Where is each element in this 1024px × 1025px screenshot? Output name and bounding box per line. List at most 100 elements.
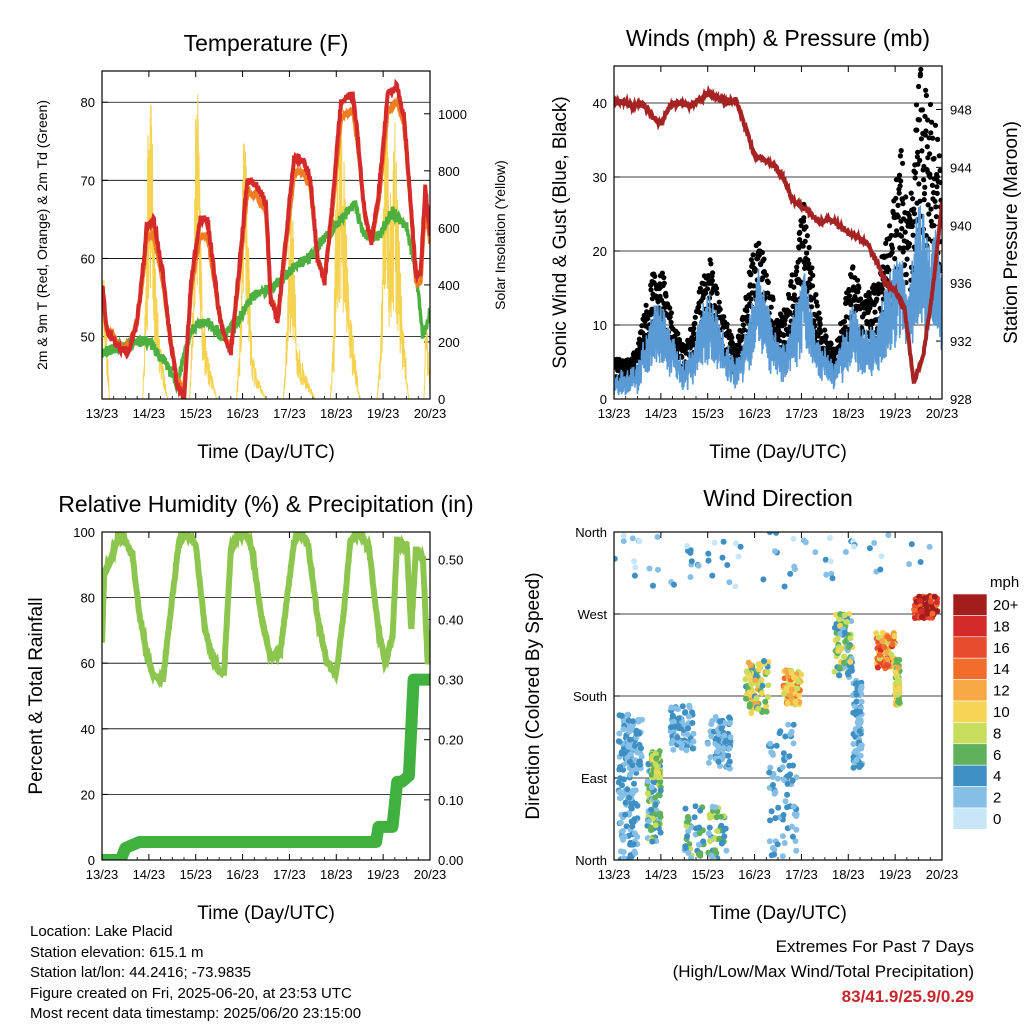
humidity-x-tick-label: 17/23 xyxy=(273,867,306,882)
gust-point xyxy=(806,261,812,267)
direction-point xyxy=(847,658,854,665)
gust-point xyxy=(807,276,813,282)
direction-point xyxy=(772,815,779,822)
direction-point xyxy=(853,680,860,687)
gust-point xyxy=(763,272,769,278)
winds-y2-tick-label: 940 xyxy=(950,218,972,233)
direction-point xyxy=(885,532,892,538)
direction-point xyxy=(618,749,625,756)
gust-point xyxy=(853,307,859,313)
direction-point xyxy=(678,741,685,748)
direction-point xyxy=(726,745,733,752)
gust-point xyxy=(714,290,720,296)
gust-point xyxy=(892,256,898,262)
direction-point xyxy=(671,581,677,588)
direction-point xyxy=(685,850,692,856)
direction-point xyxy=(724,562,731,568)
gust-point xyxy=(921,191,928,197)
direction-point xyxy=(624,711,631,718)
extremes-subtitle: (High/Low/Max Wind/Total Precipitation) xyxy=(672,962,974,981)
direction-point xyxy=(766,532,773,536)
direction-point xyxy=(774,775,781,782)
gust-point xyxy=(927,101,934,108)
direction-point xyxy=(723,847,730,854)
direction-point xyxy=(706,824,713,831)
direction-point xyxy=(651,811,658,818)
gust-point xyxy=(926,211,932,217)
gust-point xyxy=(748,257,755,263)
direction-point xyxy=(715,758,722,765)
humidity-y2-tick-label: 0.30 xyxy=(438,673,463,688)
legend-swatch xyxy=(952,786,988,809)
legend-label: 0 xyxy=(993,811,1001,828)
direction-point xyxy=(620,538,627,545)
station-info: Location: Lake Placid Station elevation:… xyxy=(30,922,361,1025)
direction-point xyxy=(743,695,749,702)
winds-y2-tick-label: 936 xyxy=(950,276,972,291)
direction-point xyxy=(648,806,655,813)
winds-y2-axis-label: Station Pressure (Maroon) xyxy=(1001,121,1022,344)
legend-label: 8 xyxy=(993,725,1001,742)
temperature-plot-area xyxy=(102,78,430,399)
direction-point xyxy=(841,629,848,636)
gust-point xyxy=(713,285,720,291)
direction-point xyxy=(748,710,755,717)
winds-x-tick-label: 18/23 xyxy=(832,406,865,421)
direction-point xyxy=(688,855,694,860)
temperature-x-tick-label: 16/23 xyxy=(226,406,259,421)
gust-point xyxy=(867,305,873,311)
direction-point xyxy=(785,721,792,728)
direction-point xyxy=(769,774,776,780)
direction-point xyxy=(714,828,721,835)
direction-point xyxy=(631,558,637,565)
legend-label: 12 xyxy=(993,683,1010,700)
direction-point xyxy=(614,555,618,562)
gust-point xyxy=(791,292,798,298)
direction-point xyxy=(851,703,858,710)
recent-text: Most recent data timestamp: 2025/06/20 2… xyxy=(30,1005,362,1023)
winds-x-tick-label: 17/23 xyxy=(785,406,818,421)
direction-point xyxy=(764,694,771,700)
direction-point xyxy=(685,828,692,835)
direction-point xyxy=(625,723,632,730)
legend-label: 14 xyxy=(993,661,1010,678)
direction-title: Wind Direction xyxy=(703,485,853,511)
direction-point xyxy=(906,561,913,568)
humidity-x-axis-label: Time (Day/UTC) xyxy=(197,903,335,924)
gust-point xyxy=(661,275,667,281)
gust-point xyxy=(929,119,935,125)
gust-points xyxy=(614,66,942,383)
gust-point xyxy=(643,302,649,308)
direction-point xyxy=(684,818,691,825)
direction-point xyxy=(691,814,698,821)
gust-point xyxy=(781,321,788,327)
direction-point xyxy=(927,598,934,605)
legend-swatch xyxy=(952,764,988,787)
direction-point xyxy=(696,830,703,837)
direction-x-axis-label: Time (Day/UTC) xyxy=(709,903,847,924)
gust-point xyxy=(923,128,929,134)
direction-point xyxy=(654,764,661,771)
direction-point xyxy=(877,566,884,573)
direction-point xyxy=(619,828,626,834)
gust-point xyxy=(927,151,933,157)
direction-point xyxy=(774,841,781,848)
direction-point xyxy=(850,741,857,747)
direction-point xyxy=(721,833,728,840)
direction-y-axis-label: Direction (Colored By Speed) xyxy=(523,572,544,819)
direction-y-tick-label: West xyxy=(578,607,608,622)
legend-swatch xyxy=(952,593,988,616)
direction-point xyxy=(687,549,694,556)
gust-point xyxy=(756,240,762,246)
direction-point xyxy=(689,745,696,752)
direction-point xyxy=(790,803,797,810)
temperature-x-tick-label: 13/23 xyxy=(86,406,119,421)
direction-point xyxy=(746,689,753,696)
humidity-y-tick-label: 80 xyxy=(81,591,95,606)
gust-point xyxy=(760,275,766,281)
gust-point xyxy=(858,296,864,302)
direction-point xyxy=(765,682,772,689)
direction-point xyxy=(788,823,795,830)
winds-y2-tick-label: 948 xyxy=(950,102,972,117)
gust-point xyxy=(797,237,803,243)
